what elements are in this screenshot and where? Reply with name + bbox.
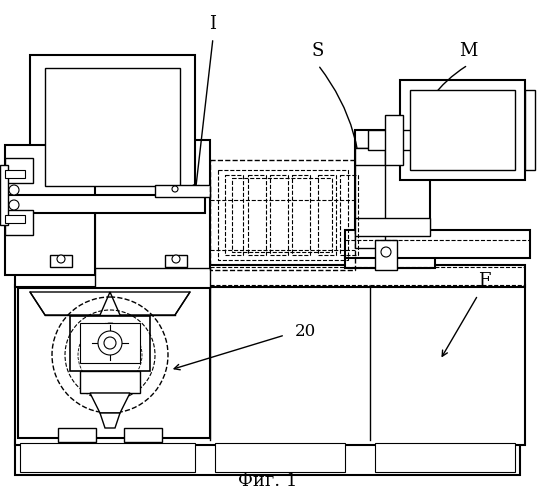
Circle shape bbox=[172, 186, 178, 192]
Bar bbox=[5, 158, 33, 183]
Bar bbox=[375, 443, 515, 472]
Bar bbox=[355, 130, 430, 268]
Bar bbox=[5, 145, 95, 275]
Bar bbox=[400, 80, 525, 180]
Polygon shape bbox=[30, 292, 110, 315]
Bar bbox=[355, 218, 430, 236]
Bar bbox=[270, 175, 288, 255]
Bar bbox=[318, 175, 336, 255]
Bar bbox=[368, 130, 418, 150]
Bar bbox=[45, 68, 180, 186]
Bar bbox=[355, 148, 385, 248]
Bar bbox=[345, 230, 530, 258]
Polygon shape bbox=[110, 292, 190, 315]
Bar bbox=[225, 175, 243, 255]
Circle shape bbox=[57, 255, 65, 263]
Circle shape bbox=[172, 255, 180, 263]
Circle shape bbox=[381, 247, 391, 257]
Bar bbox=[58, 428, 96, 442]
Bar bbox=[345, 256, 435, 268]
Bar bbox=[248, 175, 266, 255]
Polygon shape bbox=[90, 393, 130, 413]
Bar bbox=[232, 178, 332, 252]
Bar bbox=[165, 255, 187, 267]
Bar bbox=[15, 440, 520, 475]
Bar bbox=[525, 90, 535, 170]
Circle shape bbox=[9, 200, 19, 210]
Bar bbox=[50, 255, 72, 267]
Bar bbox=[218, 170, 348, 260]
Bar bbox=[5, 210, 33, 235]
Bar bbox=[385, 115, 403, 165]
Bar bbox=[20, 443, 195, 472]
Text: I: I bbox=[209, 15, 216, 33]
Bar bbox=[155, 185, 210, 197]
Bar bbox=[5, 195, 205, 213]
Circle shape bbox=[104, 337, 116, 349]
Bar bbox=[70, 316, 150, 371]
Circle shape bbox=[9, 185, 19, 195]
Bar bbox=[80, 371, 140, 393]
Circle shape bbox=[98, 331, 122, 355]
Polygon shape bbox=[355, 148, 385, 165]
Bar bbox=[0, 165, 8, 225]
Bar bbox=[210, 160, 355, 270]
Bar bbox=[15, 285, 525, 445]
Bar bbox=[5, 215, 25, 223]
Polygon shape bbox=[100, 413, 120, 428]
Text: Фиг. 1: Фиг. 1 bbox=[238, 472, 297, 490]
Bar bbox=[340, 175, 358, 255]
Bar bbox=[375, 240, 397, 270]
Bar bbox=[15, 265, 525, 287]
Text: M: M bbox=[459, 42, 477, 60]
Bar bbox=[292, 175, 310, 255]
Text: 20: 20 bbox=[295, 324, 316, 340]
Bar bbox=[410, 90, 515, 170]
Bar bbox=[124, 428, 162, 442]
Bar bbox=[95, 268, 210, 288]
Bar bbox=[30, 55, 195, 200]
Bar bbox=[5, 170, 25, 178]
Bar bbox=[18, 288, 210, 438]
Bar bbox=[80, 323, 140, 363]
Text: S: S bbox=[312, 42, 324, 60]
Text: F: F bbox=[478, 272, 490, 290]
Bar bbox=[215, 443, 345, 472]
Bar bbox=[95, 140, 210, 270]
